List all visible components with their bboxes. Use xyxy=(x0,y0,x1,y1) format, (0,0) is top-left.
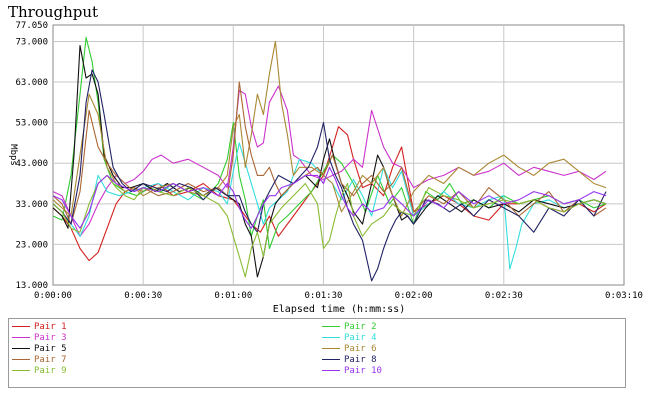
legend-item: Pair 5 xyxy=(12,343,67,354)
legend-swatch xyxy=(12,326,30,327)
legend-label: Pair 3 xyxy=(34,332,67,343)
legend-label: Pair 4 xyxy=(344,332,377,343)
legend-swatch xyxy=(322,370,340,371)
x-axis-ticks: 0:00:00 0:00:30 0:01:00 0:01:30 0:02:00 0:02:… xyxy=(34,291,643,301)
legend-item: Pair 9 xyxy=(12,365,67,376)
y-axis-label: Mbps xyxy=(8,144,18,166)
chart-title: Throughput xyxy=(8,3,99,21)
legend-label: Pair 7 xyxy=(34,354,67,365)
legend-label: Pair 2 xyxy=(344,321,377,332)
y-tick-label: 13.000 xyxy=(15,281,48,291)
series-line-pair-10 xyxy=(52,166,607,229)
legend-swatch xyxy=(12,337,30,338)
legend-label: Pair 1 xyxy=(34,321,67,332)
x-tick-label: 0:02:00 xyxy=(395,291,433,301)
legend-swatch xyxy=(12,359,30,360)
legend-swatch xyxy=(322,337,340,338)
y-tick-label: 23.000 xyxy=(15,240,48,250)
legend-swatch xyxy=(12,348,30,349)
x-tick-label: 0:03:10 xyxy=(605,291,643,301)
plot-area xyxy=(52,24,625,286)
series-line-pair-7 xyxy=(52,81,607,225)
legend-swatch xyxy=(322,326,340,327)
y-tick-label: 53.000 xyxy=(15,119,48,129)
series-line-pair-8 xyxy=(52,69,607,282)
x-tick-label: 0:01:00 xyxy=(214,291,252,301)
legend-item: Pair 4 xyxy=(322,332,377,343)
x-tick-label: 0:00:30 xyxy=(124,291,162,301)
series-line-pair-3 xyxy=(52,85,607,237)
y-axis-ticks: 13.000 23.000 33.000 43.000 53.000 63.000 73.0… xyxy=(15,21,48,291)
x-tick-label: 0:00:00 xyxy=(34,291,72,301)
y-tick-label: 77.050 xyxy=(15,21,48,31)
legend-label: Pair 8 xyxy=(344,354,377,365)
legend-item: Pair 10 xyxy=(322,365,382,376)
legend-item: Pair 6 xyxy=(322,343,377,354)
throughput-chart: 13.000 23.000 33.000 43.000 53.000 63.000 73.0… xyxy=(8,21,643,315)
legend-swatch xyxy=(322,348,340,349)
y-tick-label: 33.000 xyxy=(15,200,48,210)
x-tick-label: 0:01:30 xyxy=(305,291,343,301)
y-tick-label: 63.000 xyxy=(15,78,48,88)
series-line-pair-9 xyxy=(52,174,607,278)
legend-item: Pair 1 xyxy=(12,321,67,332)
series-lines xyxy=(52,36,607,282)
legend-item: Pair 3 xyxy=(12,332,67,343)
legend-label: Pair 5 xyxy=(34,343,67,354)
legend-item: Pair 8 xyxy=(322,354,377,365)
chart-legend: Pair 1 Pair 2 Pair 3 Pair 4 Pair 5 Pair 6 Pair… xyxy=(8,318,626,388)
y-tick-label: 43.000 xyxy=(15,159,48,169)
legend-label: Pair 6 xyxy=(344,343,377,354)
legend-item: Pair 7 xyxy=(12,354,67,365)
legend-swatch xyxy=(322,359,340,360)
x-axis-label: Elapsed time (h:mm:ss) xyxy=(273,304,405,315)
legend-label: Pair 10 xyxy=(344,365,382,376)
legend-item: Pair 2 xyxy=(322,321,377,332)
x-tick-label: 0:02:30 xyxy=(485,291,523,301)
legend-label: Pair 9 xyxy=(34,365,67,376)
y-tick-label: 73.000 xyxy=(15,37,48,47)
legend-swatch xyxy=(12,370,30,371)
